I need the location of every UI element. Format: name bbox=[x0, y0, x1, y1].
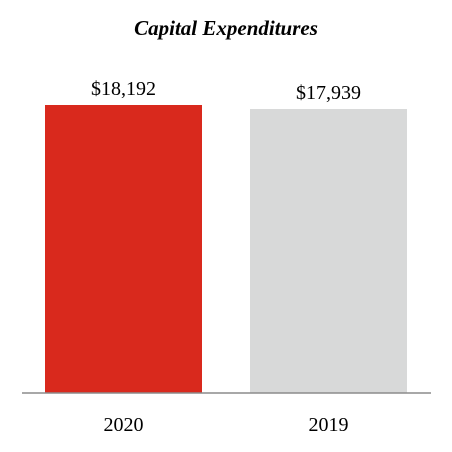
labels-group: $18,192 2020 $17,939 2019 bbox=[91, 78, 361, 436]
x-tick-label-2020: 2020 bbox=[104, 414, 144, 436]
bars-group bbox=[45, 105, 407, 393]
bar-2019 bbox=[250, 109, 407, 393]
chart-title: Capital Expenditures bbox=[134, 16, 318, 40]
data-label-2019: $17,939 bbox=[296, 82, 361, 104]
data-label-2020: $18,192 bbox=[91, 78, 156, 100]
bar-2020 bbox=[45, 105, 202, 393]
x-tick-label-2019: 2019 bbox=[309, 414, 349, 436]
